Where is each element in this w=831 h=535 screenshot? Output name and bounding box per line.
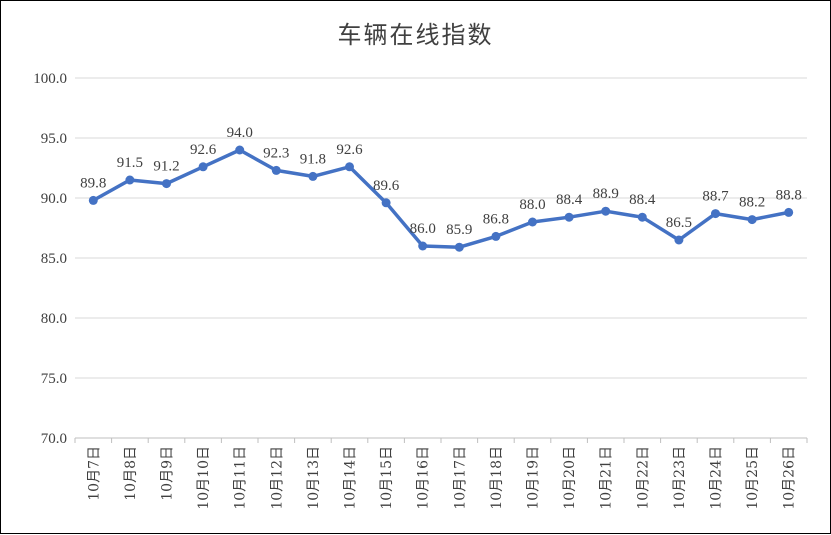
data-point <box>235 145 245 155</box>
data-label: 85.9 <box>446 222 472 238</box>
data-point <box>454 242 464 252</box>
data-label: 89.6 <box>373 178 400 194</box>
data-label: 88.4 <box>556 192 583 208</box>
data-point <box>418 241 428 251</box>
y-tick-label: 100.0 <box>33 71 67 87</box>
x-tick-label: 10月18日 <box>489 446 505 510</box>
data-label: 91.5 <box>117 155 143 171</box>
y-tick-label: 90.0 <box>41 191 67 207</box>
x-tick-label: 10月13日 <box>306 446 322 510</box>
data-label: 88.0 <box>519 197 545 213</box>
series-line <box>91 148 791 249</box>
data-point <box>125 175 135 185</box>
y-tick-label: 95.0 <box>41 131 67 147</box>
data-label: 86.8 <box>483 211 509 227</box>
data-label: 94.0 <box>227 125 253 141</box>
data-label: 88.4 <box>629 192 656 208</box>
data-point <box>198 162 208 172</box>
x-tick-label: 10月23日 <box>672 446 688 510</box>
data-label: 88.8 <box>776 187 802 203</box>
x-tick-label: 10月11日 <box>233 446 249 510</box>
data-point <box>345 162 354 172</box>
data-point <box>674 235 684 245</box>
x-tick-label: 10月15日 <box>379 446 395 510</box>
data-label: 92.6 <box>190 142 217 158</box>
data-point <box>162 179 171 189</box>
data-point <box>308 171 318 181</box>
x-tick-label: 10月19日 <box>526 446 542 510</box>
x-tick-label: 10月21日 <box>599 446 615 510</box>
data-point <box>711 209 720 219</box>
data-point <box>601 206 611 216</box>
x-tick-label: 10月10日 <box>196 446 212 510</box>
x-tick-label: 10月25日 <box>745 446 761 510</box>
data-point <box>784 207 794 217</box>
y-tick-label: 80.0 <box>41 311 67 327</box>
data-label: 91.2 <box>153 159 179 175</box>
data-point <box>88 195 98 205</box>
y-tick-label: 75.0 <box>41 371 67 387</box>
data-label: 86.5 <box>666 215 692 231</box>
data-point <box>381 198 391 208</box>
x-tick-label: 10月20日 <box>562 446 578 510</box>
data-point <box>528 217 537 227</box>
data-label: 89.8 <box>80 175 106 191</box>
data-label: 86.0 <box>410 221 436 237</box>
x-tick-label: 10月22日 <box>635 446 651 510</box>
data-label: 88.2 <box>739 195 765 211</box>
data-point <box>491 231 501 241</box>
x-tick-label: 10月12日 <box>269 446 285 510</box>
y-tick-label: 70.0 <box>41 431 67 447</box>
data-label: 88.7 <box>702 189 729 205</box>
x-tick-label: 10月8日 <box>123 446 139 501</box>
data-point <box>747 215 757 225</box>
data-point <box>637 212 647 222</box>
data-point <box>271 165 281 175</box>
data-label: 91.8 <box>300 151 326 167</box>
x-tick-label: 10月26日 <box>782 446 798 510</box>
x-tick-label: 10月24日 <box>709 446 725 510</box>
x-tick-label: 10月9日 <box>160 446 176 501</box>
x-tick-label: 10月14日 <box>343 446 359 510</box>
chart-title: 车辆在线指数 <box>337 21 494 49</box>
data-label: 92.3 <box>263 145 289 161</box>
data-point <box>564 212 574 222</box>
y-tick-label: 85.0 <box>41 251 67 267</box>
data-label: 92.6 <box>336 142 363 158</box>
x-tick-label: 10月17日 <box>452 446 468 510</box>
x-tick-label: 10月16日 <box>416 446 432 510</box>
x-tick-label: 10月7日 <box>86 446 102 501</box>
data-label: 88.9 <box>593 186 619 202</box>
